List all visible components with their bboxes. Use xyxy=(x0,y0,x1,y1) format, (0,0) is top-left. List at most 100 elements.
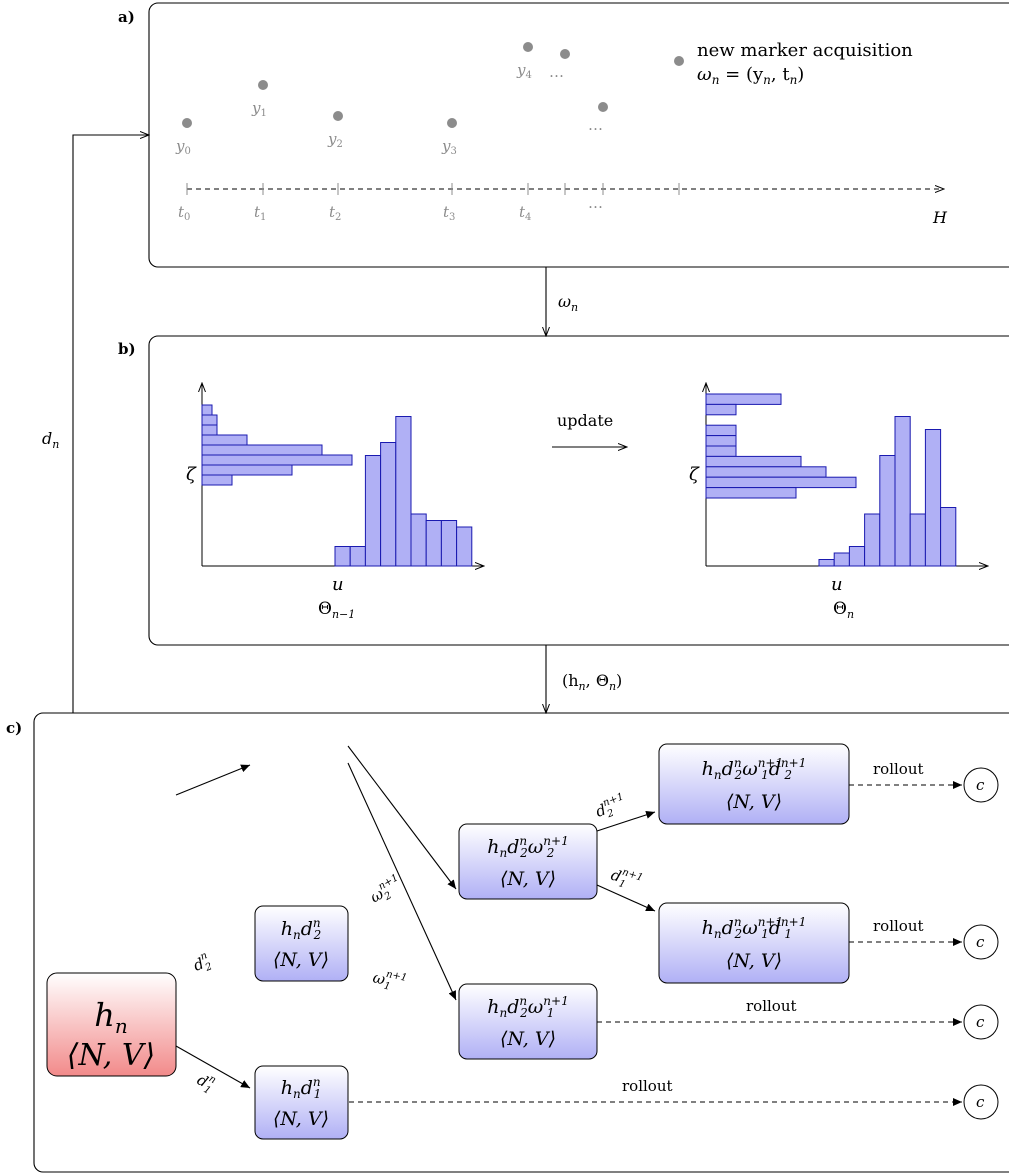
left-theta-label: Θn−1 xyxy=(318,599,355,621)
time-ticks xyxy=(186,183,680,195)
edge-d2-w2 xyxy=(347,745,457,890)
feedback-label: dn xyxy=(42,429,59,451)
marker-0 xyxy=(182,118,192,128)
node-hn-d2-w2 xyxy=(458,823,598,900)
terminal-label-1: c xyxy=(976,776,985,794)
left-u-bar-6 xyxy=(425,520,442,567)
right-zeta-label: ζ xyxy=(689,464,700,485)
left-zeta-bar-6 xyxy=(201,464,293,476)
panel-c: c) dn2 dn1 ωn+12 ωn+11 dn+12 dn+11 rollo… xyxy=(6,712,1009,1173)
node-hn-d2-w1-d1 xyxy=(658,902,850,984)
rollout-label-3: rollout xyxy=(746,997,797,1015)
t-label-3: t3 xyxy=(443,203,455,223)
left-zeta-bar-4 xyxy=(201,444,323,456)
terminal-node-1 xyxy=(963,767,999,803)
right-u-bar-0 xyxy=(818,559,835,567)
observation-markers xyxy=(182,42,684,128)
t-label-1: t1 xyxy=(254,203,266,223)
right-u-bar-4 xyxy=(879,455,896,567)
marker-5 xyxy=(560,49,570,59)
right-zeta-bar-8 xyxy=(705,476,857,489)
rollout-label-4: rollout xyxy=(622,1077,673,1095)
node-hn-d2-w1 xyxy=(458,983,598,1060)
arrow-a-to-b-label: ωn xyxy=(558,292,578,314)
rollout-label-1: rollout xyxy=(873,760,924,778)
y-ellipsis-mid: … xyxy=(588,116,603,134)
left-u-label: u xyxy=(332,574,344,595)
feedback-arrow xyxy=(72,135,149,713)
right-zeta-bar-6 xyxy=(705,455,802,468)
terminal-label-4: c xyxy=(976,1093,985,1111)
t-label-2: t2 xyxy=(329,203,341,223)
right-u-bar-2 xyxy=(848,546,866,567)
marker-6 xyxy=(598,102,608,112)
y-label-3: y3 xyxy=(441,137,457,157)
terminal-label-3: c xyxy=(976,1013,985,1031)
left-u-bar-4 xyxy=(395,416,412,567)
node-hn-d1-stats: ⟨N, V⟩ xyxy=(273,1108,329,1130)
edge-w2-d1 xyxy=(596,884,656,912)
edge-label-d1n1: dn+11 xyxy=(608,864,644,895)
t-label-4: t4 xyxy=(519,203,531,223)
node-hn-d2-w1-stats: ⟨N, V⟩ xyxy=(500,1028,556,1050)
panel-b: b) ζ u Θn−1 update ζ u Θn xyxy=(118,335,1009,646)
y-label-1: y1 xyxy=(251,99,267,119)
new-marker xyxy=(674,56,684,66)
edge-label-d1n: dn1 xyxy=(193,1069,218,1097)
right-zeta-bar-4 xyxy=(705,435,737,447)
left-u-bar-0 xyxy=(334,546,351,567)
left-u-bar-7 xyxy=(440,520,458,567)
left-zeta-bar-1 xyxy=(201,414,218,426)
panel-a-label: a) xyxy=(118,8,135,26)
node-hn-d1-history: hndn 1 xyxy=(281,1075,322,1101)
right-zeta-bar-1 xyxy=(705,403,737,416)
marker-2 xyxy=(333,111,343,121)
right-u-bar-1 xyxy=(833,552,850,567)
y-label-4: y4 xyxy=(516,61,532,81)
terminal-node-2 xyxy=(963,924,999,960)
right-zeta-bar-9 xyxy=(705,487,797,499)
left-zeta-bar-3 xyxy=(201,434,248,446)
left-u-bar-2 xyxy=(364,455,382,567)
right-theta-label: Θn xyxy=(833,599,854,621)
right-u-histogram xyxy=(818,416,957,567)
left-zeta-bar-5 xyxy=(201,454,353,466)
y-label-0: y0 xyxy=(175,137,191,157)
y-label-2: y2 xyxy=(327,130,343,150)
tree-edges xyxy=(175,745,962,1106)
legend-line-1: new marker acquisition xyxy=(697,40,913,61)
left-zeta-bar-0 xyxy=(201,404,213,416)
edge-label-d2n: dn2 xyxy=(190,950,214,977)
root-node-stats: ⟨N, V⟩ xyxy=(67,1038,155,1073)
panel-a: a) y0 y1 y2 y3 y4 … … new marker acquisi… xyxy=(118,2,1009,268)
marker-3 xyxy=(447,118,457,128)
right-zeta-bar-3 xyxy=(705,424,737,437)
edge-w2-d2 xyxy=(596,811,656,832)
right-u-bar-7 xyxy=(924,429,942,567)
horizon-label: H xyxy=(932,208,948,227)
root-node-history: hn xyxy=(94,996,128,1038)
marker-1 xyxy=(258,80,268,90)
node-hn-d2-stats: ⟨N, V⟩ xyxy=(273,949,329,971)
t-label-0: t0 xyxy=(178,203,190,223)
left-u-bar-3 xyxy=(380,442,397,567)
terminal-nodes: c c c c xyxy=(963,767,999,1120)
panel-b-frame xyxy=(148,335,1009,646)
node-hn-d2-w2-stats: ⟨N, V⟩ xyxy=(500,868,556,890)
right-zeta-bar-5 xyxy=(705,445,737,457)
panel-c-label: c) xyxy=(6,719,22,737)
edge-root-d2 xyxy=(175,764,251,796)
update-label: update xyxy=(557,411,613,430)
right-u-bar-8 xyxy=(940,507,957,567)
edge-label-d2n1: dn+12 xyxy=(593,791,630,823)
root-node xyxy=(46,972,177,1077)
node-hn-d2-w1-d2-stats: ⟨N, V⟩ xyxy=(726,791,782,813)
right-u-bar-5 xyxy=(894,416,911,567)
left-u-bar-8 xyxy=(456,526,473,567)
edge-label-w1: ωn+11 xyxy=(371,966,408,995)
right-zeta-histogram xyxy=(705,393,857,499)
node-hn-d2-history: hndn 2 xyxy=(281,916,322,942)
legend-line-2: ωn = (yn, tn) xyxy=(697,64,804,87)
rollout-label-2: rollout xyxy=(873,917,924,935)
